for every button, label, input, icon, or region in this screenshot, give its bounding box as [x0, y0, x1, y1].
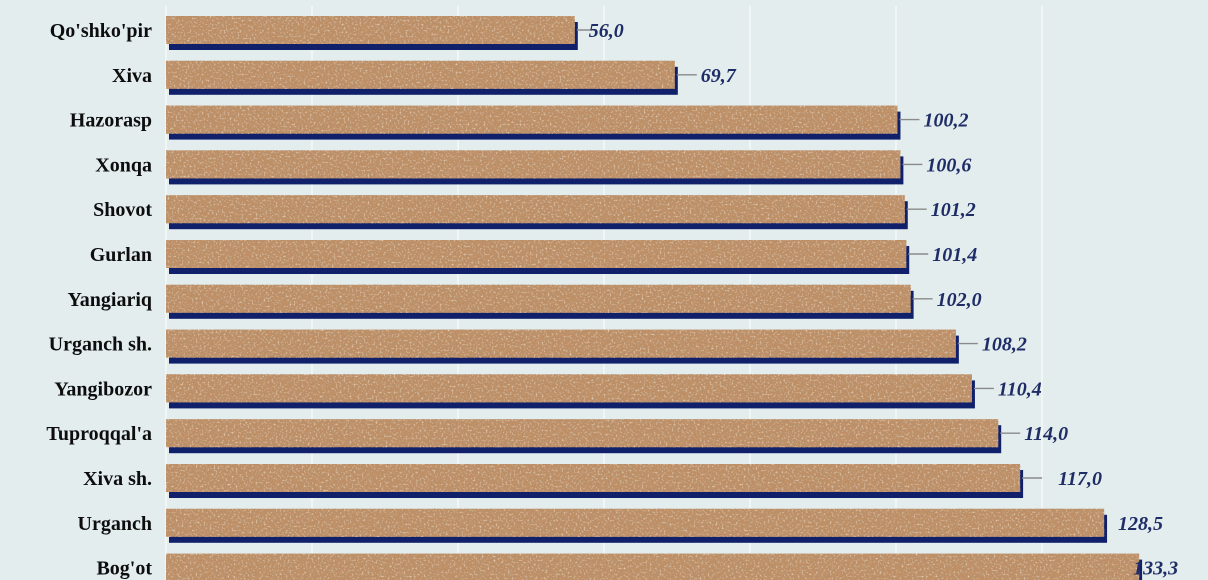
value-label: 101,4 — [932, 244, 977, 266]
category-label: Urganch — [78, 513, 152, 535]
value-label: 69,7 — [701, 65, 737, 87]
value-label: 101,2 — [931, 199, 976, 221]
category-label: Urganch sh. — [49, 334, 152, 356]
value-label: 102,0 — [937, 289, 982, 311]
labels: Qo'shko'pir 56,0 Xiva 69,7 Hazorasp 100,2 Xonq… — [46, 20, 1178, 580]
category-label: Xonqa — [95, 154, 152, 176]
value-label: 56,0 — [589, 20, 624, 42]
value-label: 100,2 — [923, 110, 968, 132]
value-label: 128,5 — [1118, 513, 1163, 535]
bar — [166, 240, 907, 268]
category-label: Bog'ot — [96, 558, 152, 580]
category-label: Yangiariq — [68, 289, 152, 311]
category-label: Shovot — [93, 199, 152, 221]
bar — [166, 553, 1140, 580]
bar — [166, 464, 1021, 492]
value-label: 133,3 — [1133, 558, 1178, 580]
category-label: Tuproqqal'a — [46, 423, 152, 445]
value-label: 110,4 — [998, 378, 1042, 400]
category-label: Hazorasp — [70, 110, 152, 132]
bar — [166, 60, 675, 89]
bar — [166, 419, 999, 448]
category-label: Qo'shko'pir — [50, 20, 152, 42]
bar — [166, 284, 911, 313]
value-label: 108,2 — [982, 334, 1027, 356]
bar — [166, 508, 1105, 537]
category-label: Xiva — [112, 65, 152, 87]
bars — [166, 16, 1143, 580]
category-label: Xiva sh. — [83, 468, 152, 490]
bar — [166, 374, 972, 403]
value-label: 114,0 — [1024, 423, 1068, 445]
bar — [166, 16, 575, 44]
bar — [166, 195, 905, 224]
category-label: Gurlan — [90, 244, 152, 266]
bar — [166, 150, 901, 179]
bar — [166, 105, 898, 134]
category-label: Yangibozor — [54, 378, 152, 400]
bar — [166, 329, 956, 358]
value-label: 100,6 — [926, 154, 971, 176]
value-label: 117,0 — [1058, 468, 1102, 490]
